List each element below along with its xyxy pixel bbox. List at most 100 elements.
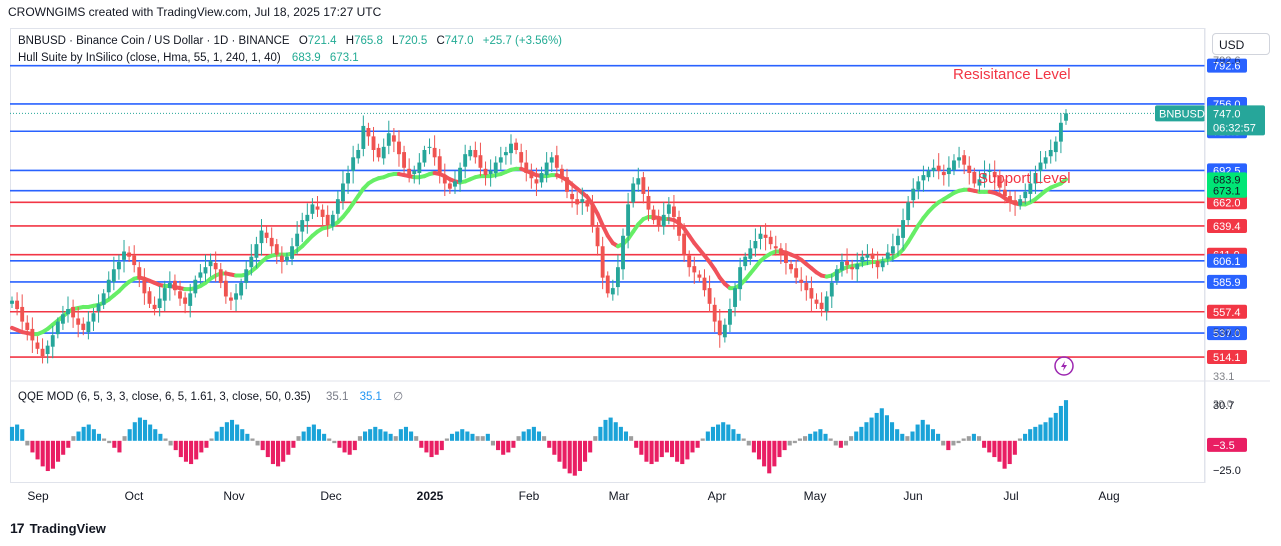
qqe-bar (30, 440, 35, 453)
candle-body (96, 303, 101, 312)
candle-body (957, 157, 962, 161)
candle-body (544, 162, 549, 176)
change-value: +25.7 (+3.56%) (482, 35, 563, 47)
qqe-tick-label: 30.7 (1213, 400, 1234, 412)
candle-body (279, 255, 284, 262)
candle-body (840, 261, 844, 271)
qqe-bar (322, 433, 327, 441)
candle-body (223, 280, 228, 297)
candle-body (733, 288, 737, 307)
symbol-tag (1155, 105, 1205, 122)
qqe-bar (235, 424, 240, 441)
qqe-bar (378, 429, 383, 441)
qqe-bar (250, 438, 255, 441)
candle-body (906, 202, 911, 221)
qqe-bar (664, 440, 669, 453)
candle-body (254, 244, 259, 258)
qqe-bar (362, 431, 368, 441)
candle-body (453, 181, 457, 187)
qqe-bar (1063, 400, 1069, 441)
qqe-bar (869, 417, 874, 441)
candle-body (549, 157, 554, 163)
qqe-bar (496, 440, 501, 451)
level-tag-text: 557.4 (1213, 307, 1241, 319)
qqe-bar (86, 424, 91, 441)
candle-body (15, 300, 20, 310)
qqe-bar (153, 429, 158, 441)
candle-body (76, 318, 81, 325)
qqe-bar (1048, 417, 1053, 441)
qqe-bar (183, 440, 189, 462)
time-tick-2025: 2025 (417, 489, 444, 503)
qqe-bar (787, 440, 792, 446)
annotations: Resisitance Level Support Level (953, 66, 1071, 187)
qqe-bar (465, 431, 470, 441)
candle-body (330, 214, 335, 227)
candle-body (447, 183, 452, 189)
candle-body (20, 306, 25, 322)
qqe-bar (864, 422, 869, 441)
candle-body (290, 246, 294, 259)
candle-body (794, 268, 799, 278)
qqe-bar (1023, 433, 1028, 441)
countdown-text: 06:32:57 (1213, 122, 1256, 134)
qqe-bar (61, 440, 66, 455)
qqe-bar (327, 438, 332, 441)
candle-body (422, 149, 427, 163)
candle-body (834, 269, 839, 281)
candle-body (178, 291, 182, 299)
candle-body (651, 209, 656, 221)
hull-label: Hull Suite by InSilico (close, Hma, 55, … (18, 52, 281, 64)
candle-body (570, 193, 575, 200)
candle-body (305, 214, 310, 222)
level-tag-557.4 (1207, 304, 1247, 319)
qqe-bar (306, 426, 311, 441)
current-price-tag (1207, 105, 1265, 136)
qqe-bar (403, 426, 409, 441)
qqe-bar (521, 431, 526, 441)
footer-brand[interactable]: 17 TradingView (10, 520, 106, 536)
candle-body (824, 296, 829, 312)
candle-body (524, 162, 529, 174)
currency-button[interactable]: USD (1212, 33, 1270, 55)
qqe-bar (680, 440, 685, 465)
qqe-bar (695, 440, 700, 448)
qqe-bar (654, 440, 659, 462)
qqe-bar (398, 429, 403, 441)
candle-body (972, 171, 977, 184)
replay-icon[interactable] (1054, 356, 1074, 376)
candle-body (580, 199, 585, 203)
qqe-bar (40, 440, 45, 467)
qqe-bar (50, 440, 55, 469)
candle-body (366, 128, 371, 137)
qqe-legend[interactable]: QQE MOD (6, 5, 3, 3, close, 6, 5, 1.61, … (18, 389, 403, 403)
qqe-bar (460, 429, 465, 441)
level-tag-537.0 (1207, 326, 1247, 341)
candle-body (142, 277, 147, 294)
qqe-bar (132, 422, 137, 441)
symbol-legend[interactable]: BNBUSD · Binance Coin / US Dollar · 1D ·… (18, 35, 562, 47)
hull-legend[interactable]: Hull Suite by InSilico (close, Hma, 55, … (18, 52, 359, 64)
tradingview-logo-icon: 17 (10, 520, 25, 536)
qqe-bar (808, 433, 813, 441)
current-price-text: 747.0 (1213, 108, 1241, 120)
time-tick-Nov: Nov (223, 489, 244, 503)
qqe-bar (439, 440, 444, 451)
qqe-bar (449, 433, 455, 441)
candle-body (391, 135, 396, 142)
qqe-bar (895, 429, 900, 441)
qqe-bar (613, 422, 618, 441)
candle-body (610, 288, 615, 295)
qqe-bar (516, 436, 521, 441)
qqe-bar (669, 440, 675, 458)
qqe-bar (531, 426, 536, 441)
qqe-bar (792, 440, 797, 444)
qqe-bar (936, 433, 941, 441)
candle-body (1018, 199, 1023, 206)
candle-body (967, 165, 972, 174)
qqe-bar (245, 433, 250, 441)
symbol-title: BNBUSD · Binance Coin / US Dollar · 1D ·… (18, 35, 290, 47)
qqe-bar (260, 440, 265, 451)
qqe-bar (475, 436, 480, 441)
